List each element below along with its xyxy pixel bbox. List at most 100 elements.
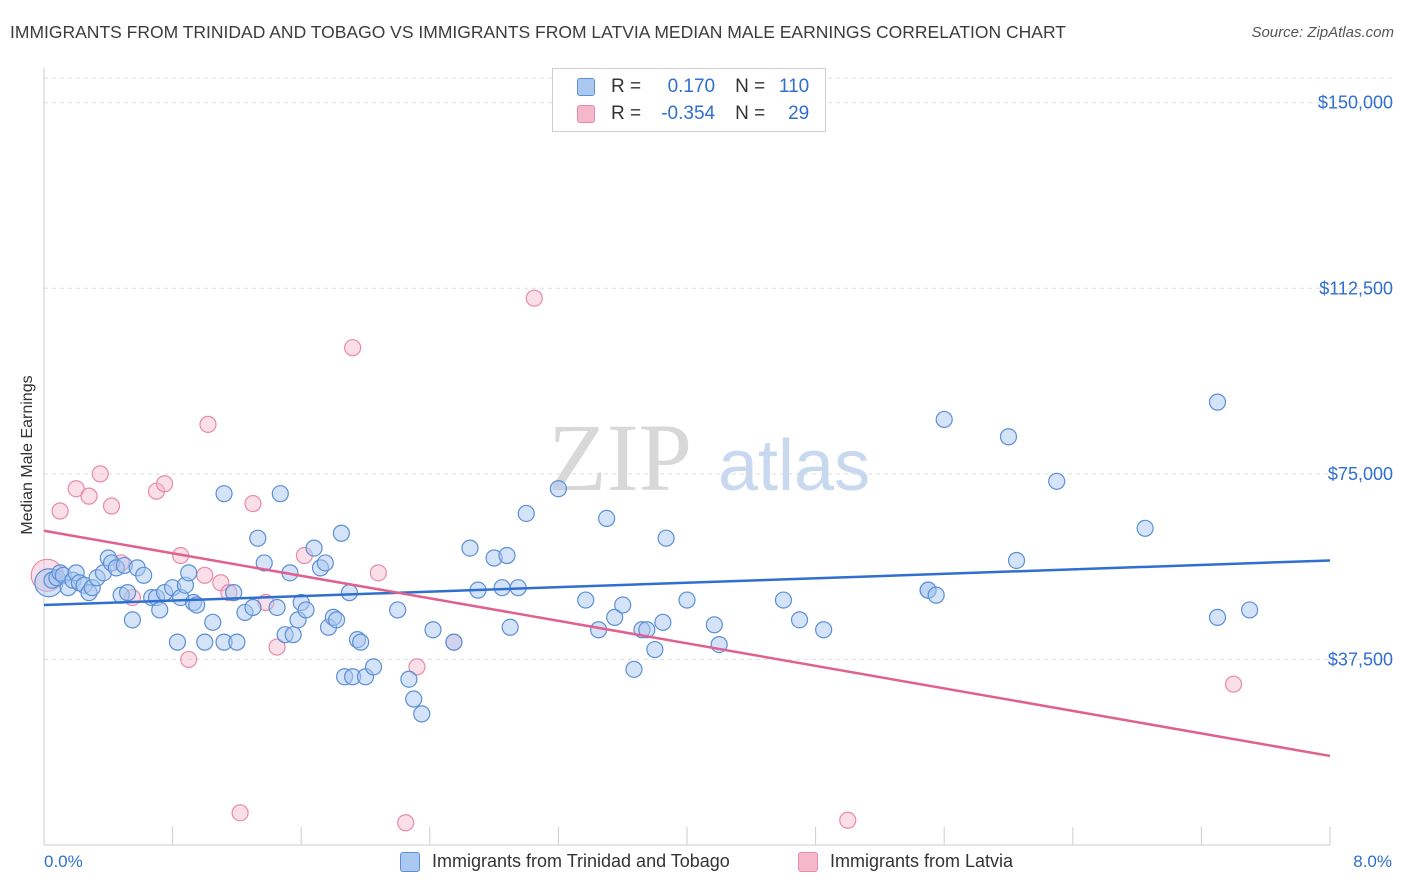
latvia-point	[244, 494, 262, 513]
trinidad-point	[244, 598, 262, 617]
trinidad-point	[1241, 601, 1259, 619]
legend-row-trinidad: R = 0.170 N = 110	[577, 74, 809, 100]
trinidad-point	[654, 613, 672, 631]
trinidad-point	[517, 504, 535, 523]
trinidad-point	[501, 618, 519, 636]
bottom-legend-latvia: Immigrants from Latvia	[798, 851, 1013, 872]
trinidad-point	[678, 591, 696, 609]
grid-lines	[44, 77, 1395, 660]
latvia-point	[268, 638, 286, 656]
watermark: ZIP atlas	[548, 404, 870, 511]
y-axis-label: Median Male Earnings	[19, 375, 36, 535]
latvia-point	[80, 487, 98, 505]
watermark-zip: ZIP	[548, 404, 692, 511]
trinidad-point	[461, 539, 479, 557]
latvia-point	[91, 465, 109, 483]
x-tick-label-max: 8.0%	[1353, 852, 1392, 871]
latvia-point	[180, 650, 198, 669]
x-tick-label-min: 0.0%	[44, 852, 83, 871]
trinidad-point	[332, 524, 350, 542]
trinidad-point	[225, 584, 243, 602]
latvia-trend-line	[43, 529, 1331, 758]
trinidad-point	[657, 529, 675, 547]
trinidad-point	[284, 626, 302, 644]
trinidad-point	[625, 660, 643, 678]
latvia-point	[102, 497, 121, 515]
trinidad-point	[255, 554, 273, 572]
trinidad-point	[389, 601, 407, 619]
trinidad-point	[815, 621, 833, 639]
axes	[43, 68, 1331, 846]
latvia-point	[369, 564, 387, 582]
bottom-legend-swatch-trinidad	[400, 851, 420, 872]
correlation-legend: R = 0.170 N = 110 R = -0.354 N = 29	[552, 68, 826, 132]
latvia-point	[155, 475, 174, 493]
trinidad-point	[774, 591, 793, 609]
trinidad-point	[498, 546, 516, 565]
trend-lines	[43, 529, 1331, 758]
latvia-point	[1224, 675, 1243, 693]
legend-n-value: 110	[778, 76, 810, 97]
trinidad-point	[577, 591, 595, 609]
trinidad-point	[646, 640, 664, 659]
source-label: Source: ZipAtlas.com	[1251, 24, 1394, 41]
trinidad-point	[405, 690, 423, 708]
latvia-point	[196, 566, 214, 584]
trinidad-points	[34, 393, 1259, 723]
legend-swatch-latvia	[577, 105, 595, 123]
latvia-point	[525, 289, 543, 307]
trinidad-point	[196, 633, 214, 651]
y-tick-label: $37,500	[1328, 649, 1393, 669]
trinidad-point	[352, 633, 370, 651]
latvia-point	[839, 811, 857, 829]
legend-n-label: N =	[735, 103, 766, 124]
trinidad-point	[999, 428, 1018, 446]
trinidad-point	[151, 601, 169, 619]
trinidad-point	[549, 480, 568, 498]
y-tick-label: $112,500	[1319, 278, 1393, 298]
latvia-point	[231, 804, 249, 822]
bottom-legend-label-trinidad: Immigrants from Trinidad and Tobago	[432, 851, 730, 871]
latvia-point	[408, 658, 426, 676]
trinidad-point	[204, 613, 222, 631]
trinidad-point	[445, 633, 463, 651]
legend-row-latvia: R = -0.354 N = 29	[577, 101, 809, 127]
trinidad-point	[424, 621, 442, 639]
latvia-point	[344, 339, 362, 357]
trinidad-point	[705, 616, 723, 634]
trinidad-point	[1208, 608, 1227, 626]
trinidad-point	[316, 554, 334, 572]
latvia-point	[397, 814, 415, 832]
watermark-atlas: atlas	[718, 426, 870, 506]
trinidad-point	[400, 670, 418, 688]
trinidad-point	[340, 584, 359, 602]
trinidad-point	[614, 596, 632, 614]
latvia-point	[51, 502, 69, 520]
legend-r-value: -0.354	[661, 103, 716, 124]
trinidad-point	[606, 608, 624, 626]
bottom-legend-trinidad: Immigrants from Trinidad and Tobago	[400, 851, 730, 872]
trinidad-point	[493, 579, 511, 597]
bottom-legend-swatch-latvia	[798, 851, 818, 872]
trinidad-point	[118, 584, 137, 602]
trinidad-point	[927, 586, 945, 604]
legend-swatch-trinidad	[577, 78, 595, 96]
y-tick-label: $75,000	[1328, 464, 1393, 484]
trinidad-point	[271, 485, 289, 503]
trinidad-point	[1136, 519, 1154, 537]
trinidad-point	[413, 705, 431, 723]
trinidad-point	[305, 539, 323, 557]
trinidad-point	[123, 611, 142, 629]
trinidad-point	[327, 611, 346, 629]
trinidad-point	[1048, 472, 1066, 490]
trinidad-point	[297, 601, 315, 619]
trinidad-point	[1007, 551, 1026, 570]
bottom-legend-label-latvia: Immigrants from Latvia	[830, 851, 1014, 871]
trinidad-point	[215, 485, 233, 503]
legend-r-label: R =	[611, 76, 642, 97]
legend-n-value: 29	[788, 103, 810, 124]
y-tick-label: $150,000	[1318, 93, 1393, 113]
trinidad-point	[598, 509, 616, 528]
trinidad-point	[638, 621, 656, 639]
y-tick-labels: $37,500 $75,000 $112,500 $150,000	[1318, 93, 1393, 670]
